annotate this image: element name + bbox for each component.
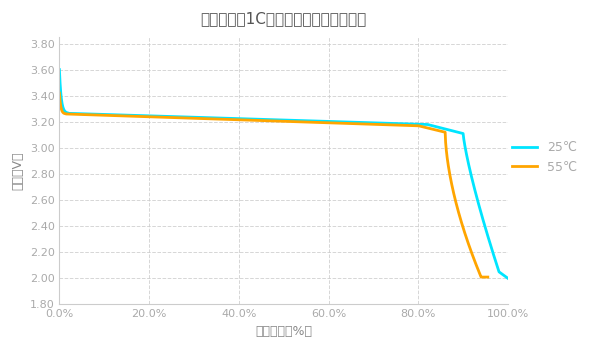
- X-axis label: 电池容量（%）: 电池容量（%）: [255, 325, 312, 338]
- 55℃: [283, 119, 290, 124]
- 55℃: [392, 123, 399, 127]
- Line: 25℃: 25℃: [60, 69, 508, 279]
- Legend: 25℃, 55℃: 25℃, 55℃: [507, 136, 582, 178]
- Line: 55℃: 55℃: [60, 93, 488, 277]
- Title: 不同温度下1C倍率放电的电池容量曲线: 不同温度下1C倍率放电的电池容量曲线: [201, 11, 367, 26]
- Y-axis label: 电压（V）: 电压（V）: [11, 151, 24, 190]
- 55℃: [383, 122, 390, 127]
- 25℃: [79, 112, 86, 116]
- 25℃: [504, 276, 511, 281]
- 25℃: [492, 257, 499, 261]
- 25℃: [274, 118, 281, 122]
- 55℃: [484, 275, 491, 279]
- 25℃: [409, 122, 416, 126]
- 55℃: [474, 267, 482, 271]
- 55℃: [85, 113, 92, 117]
- 25℃: [56, 67, 63, 72]
- 25℃: [491, 257, 498, 261]
- 55℃: [348, 121, 355, 126]
- 55℃: [56, 91, 63, 95]
- 25℃: [262, 117, 269, 121]
- 55℃: [478, 275, 485, 279]
